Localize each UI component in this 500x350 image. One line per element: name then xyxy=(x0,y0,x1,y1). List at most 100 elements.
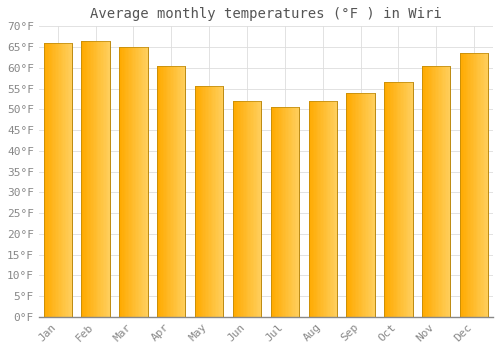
Bar xyxy=(392,82,394,317)
Bar xyxy=(331,101,332,317)
Bar xyxy=(220,86,222,317)
Bar xyxy=(400,82,402,317)
Bar xyxy=(298,107,299,317)
Bar xyxy=(146,47,148,317)
Bar xyxy=(84,41,86,317)
Bar xyxy=(69,43,70,317)
Bar xyxy=(68,43,69,317)
Bar xyxy=(55,43,56,317)
Bar xyxy=(44,43,72,317)
Bar xyxy=(181,66,182,317)
Bar xyxy=(295,107,296,317)
Bar xyxy=(316,101,317,317)
Bar xyxy=(390,82,392,317)
Bar xyxy=(398,82,400,317)
Bar xyxy=(317,101,318,317)
Bar xyxy=(177,66,178,317)
Bar xyxy=(258,101,260,317)
Bar xyxy=(238,101,240,317)
Bar xyxy=(92,41,94,317)
Bar xyxy=(365,93,366,317)
Bar xyxy=(244,101,246,317)
Bar xyxy=(168,66,170,317)
Bar xyxy=(346,93,348,317)
Bar xyxy=(439,66,440,317)
Bar xyxy=(285,107,286,317)
Bar xyxy=(140,47,142,317)
Bar xyxy=(279,107,280,317)
Bar xyxy=(145,47,146,317)
Bar xyxy=(216,86,218,317)
Bar xyxy=(60,43,62,317)
Bar xyxy=(144,47,145,317)
Bar xyxy=(119,47,148,317)
Bar xyxy=(234,101,235,317)
Bar xyxy=(139,47,140,317)
Bar xyxy=(122,47,124,317)
Bar xyxy=(314,101,316,317)
Bar xyxy=(355,93,356,317)
Bar xyxy=(176,66,177,317)
Bar xyxy=(48,43,49,317)
Bar xyxy=(346,93,375,317)
Bar xyxy=(97,41,98,317)
Bar xyxy=(464,53,466,317)
Bar xyxy=(62,43,64,317)
Bar xyxy=(411,82,412,317)
Bar xyxy=(449,66,450,317)
Bar xyxy=(320,101,322,317)
Bar xyxy=(250,101,252,317)
Bar xyxy=(292,107,294,317)
Bar xyxy=(86,41,87,317)
Bar xyxy=(384,82,386,317)
Bar xyxy=(210,86,212,317)
Bar xyxy=(438,66,439,317)
Bar xyxy=(138,47,139,317)
Bar xyxy=(205,86,206,317)
Bar xyxy=(358,93,359,317)
Bar xyxy=(336,101,337,317)
Bar xyxy=(352,93,354,317)
Bar xyxy=(481,53,482,317)
Bar xyxy=(327,101,328,317)
Bar xyxy=(240,101,242,317)
Bar xyxy=(463,53,464,317)
Bar xyxy=(444,66,445,317)
Bar xyxy=(442,66,444,317)
Bar xyxy=(237,101,238,317)
Bar xyxy=(58,43,59,317)
Bar xyxy=(270,107,299,317)
Bar xyxy=(129,47,130,317)
Bar xyxy=(94,41,96,317)
Bar xyxy=(174,66,176,317)
Bar xyxy=(434,66,435,317)
Bar xyxy=(370,93,372,317)
Bar xyxy=(180,66,181,317)
Bar xyxy=(422,66,450,317)
Bar xyxy=(59,43,60,317)
Bar xyxy=(346,93,375,317)
Bar xyxy=(119,47,148,317)
Bar xyxy=(290,107,292,317)
Bar xyxy=(233,101,261,317)
Bar xyxy=(286,107,288,317)
Bar xyxy=(278,107,279,317)
Bar xyxy=(202,86,203,317)
Bar xyxy=(478,53,480,317)
Bar xyxy=(428,66,429,317)
Bar xyxy=(212,86,214,317)
Bar xyxy=(54,43,55,317)
Bar xyxy=(166,66,167,317)
Bar xyxy=(104,41,106,317)
Bar xyxy=(209,86,210,317)
Bar xyxy=(288,107,289,317)
Title: Average monthly temperatures (°F ) in Wiri: Average monthly temperatures (°F ) in Wi… xyxy=(90,7,442,21)
Bar xyxy=(270,107,272,317)
Bar xyxy=(482,53,484,317)
Bar xyxy=(396,82,397,317)
Bar xyxy=(369,93,370,317)
Bar xyxy=(310,101,312,317)
Bar xyxy=(487,53,488,317)
Bar xyxy=(282,107,284,317)
Bar xyxy=(460,53,488,317)
